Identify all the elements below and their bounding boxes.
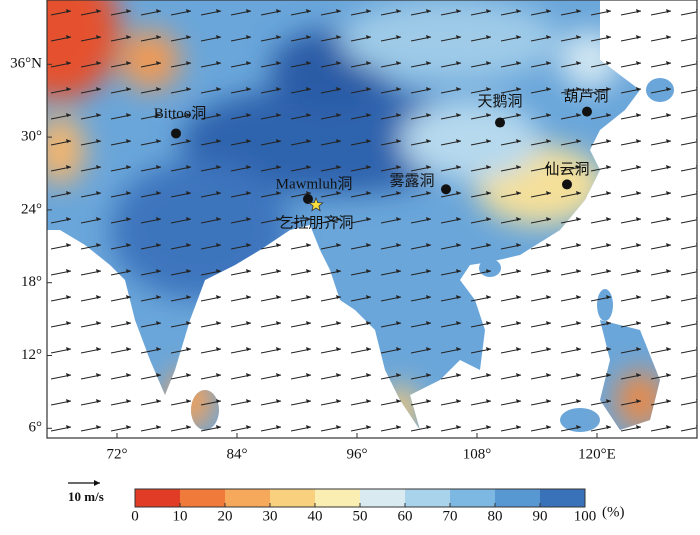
x-tick-label: 108° — [463, 446, 492, 462]
y-tick-label: 30° — [21, 129, 42, 145]
cave-dot — [303, 193, 313, 204]
x-tick-label: 96° — [347, 446, 368, 462]
colorbar-segment — [495, 489, 540, 507]
cave-label: Bittoo洞 — [154, 105, 207, 122]
y-tick-label: 36°N — [10, 56, 42, 72]
colorbar-segment — [270, 489, 315, 507]
cave-star — [308, 196, 324, 212]
colorbar-tick-label: 30 — [263, 508, 278, 524]
colorbar-tick-label: 20 — [218, 508, 233, 524]
x-tick-label: 84° — [227, 446, 248, 462]
cave-label: Mawmluh洞 — [276, 175, 353, 192]
cave-label: 雾露洞 — [389, 173, 434, 190]
cave-label: 乞拉朋齐洞 — [278, 214, 353, 231]
plot-frame — [46, 0, 698, 439]
cave-dot — [582, 106, 592, 117]
colorbar-segment — [450, 489, 495, 507]
colorbar-tick-label: 100 — [574, 508, 597, 524]
colorbar-tick-label: 90 — [533, 508, 548, 524]
cave-dot — [495, 117, 505, 128]
map-field — [47, 0, 697, 438]
cave-dot — [441, 184, 451, 195]
colorbar-segment — [540, 489, 585, 507]
colorbar-tick-label: 0 — [131, 508, 139, 524]
colorbar-tick-label: 40 — [308, 508, 323, 524]
vector-scale-label: 10 m/s — [68, 489, 104, 504]
colorbar-segment — [180, 489, 225, 507]
colorbar-tick-label: 50 — [353, 508, 368, 524]
cave-label: 葫芦洞 — [563, 88, 608, 105]
colorbar-segment — [225, 489, 270, 507]
colorbar-tick-label: 80 — [488, 508, 503, 524]
colorbar-tick-label: 70 — [443, 508, 458, 524]
colorbar-segment — [405, 489, 450, 507]
x-tick-label: 72° — [107, 446, 128, 462]
vector-scale-arrowhead — [94, 480, 100, 486]
colorbar-unit: (%) — [602, 504, 625, 520]
y-tick-label: 18° — [21, 274, 42, 290]
cave-dot — [562, 179, 572, 190]
colorbar-segment — [135, 489, 180, 507]
cave-dot — [171, 128, 181, 139]
overlay: 72° 84° 96° 108° 120°E 6° 12° 18° 24° 30° 36°N Bitt… — [10, 56, 616, 463]
colorbar-tick-label: 60 — [398, 508, 413, 524]
x-tick-label: 120°E — [578, 446, 616, 462]
colorbar-tick-label: 10 — [173, 508, 188, 524]
y-tick-label: 6° — [29, 420, 43, 436]
colorbar-segment — [360, 489, 405, 507]
cave-label: 天鹅洞 — [477, 93, 522, 110]
colorbar-segment — [315, 489, 360, 507]
y-tick-label: 24° — [21, 201, 42, 217]
y-tick-label: 12° — [21, 347, 42, 363]
cave-label: 仙云洞 — [544, 161, 589, 178]
